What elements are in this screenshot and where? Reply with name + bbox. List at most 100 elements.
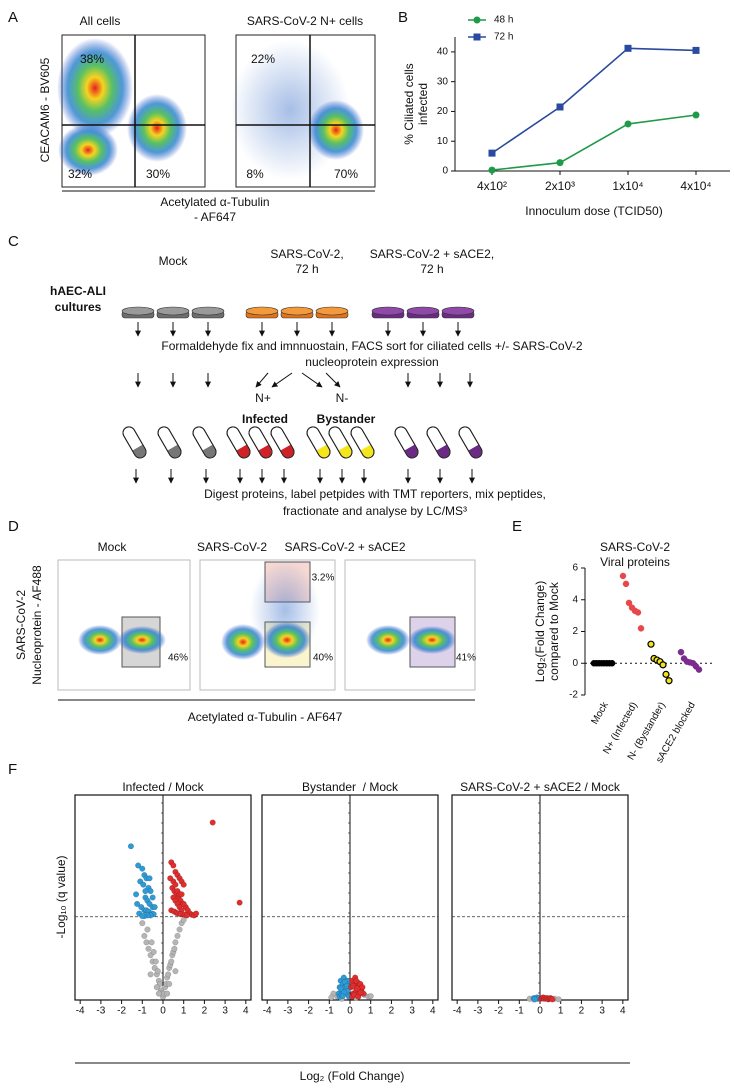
point — [236, 899, 243, 906]
dish-top — [371, 306, 405, 316]
point — [147, 971, 154, 978]
y-tick-label: 10 — [437, 136, 449, 147]
tube — [270, 426, 295, 459]
dish-top — [245, 306, 279, 316]
point — [647, 640, 655, 648]
tube-liquid — [167, 444, 181, 458]
schematic: Mock SARS-CoV-2, 72 h SARS-CoV-2 + sACE2… — [50, 247, 583, 518]
x-tick-label: -1 — [138, 1006, 147, 1017]
quadrant-label: 70% — [334, 167, 358, 181]
flow-panel-a: All cells SARS-CoV-2 N+ cells 38% 32% 30… — [38, 14, 376, 224]
point — [139, 920, 146, 927]
arrow — [325, 372, 341, 388]
tube-liquid — [436, 444, 450, 458]
y-axis-label: compared to Mock — [547, 581, 561, 681]
x-tick-label: 2 — [579, 1006, 585, 1017]
x-tick-label: -2 — [494, 1006, 503, 1017]
legend-label: 72 h — [494, 32, 513, 43]
population-label: Bystander — [317, 412, 376, 426]
point — [172, 939, 179, 946]
dish-top — [315, 306, 349, 316]
panel-label: C — [8, 233, 19, 250]
axis-label: Acetylated α-Tubulin - AF647 — [188, 710, 343, 724]
panel-label: E — [512, 518, 522, 535]
point — [174, 932, 181, 939]
culture-label: cultures — [55, 300, 102, 314]
axis-label: -Log₁₀ (q value) — [54, 855, 68, 938]
tube — [426, 426, 451, 459]
x-tick-label: -1 — [325, 1006, 334, 1017]
series-line — [491, 47, 697, 154]
point — [209, 819, 216, 826]
x-tick-label: Mock — [589, 699, 611, 726]
point — [150, 948, 157, 956]
arrow — [271, 372, 293, 388]
point — [134, 900, 141, 907]
tube — [394, 426, 419, 459]
density — [127, 94, 187, 162]
dish-top — [156, 306, 190, 316]
tube-liquid — [280, 444, 294, 458]
x-tick-label: -2 — [117, 1006, 126, 1017]
panel-label: F — [8, 761, 17, 778]
point — [659, 661, 667, 669]
flow-panel-d: Mock SARS-CoV-2 SARS-CoV-2 + sACE2 46% 3… — [14, 540, 476, 724]
y-tick-label: 40 — [437, 47, 449, 58]
point — [556, 103, 564, 111]
point — [555, 996, 562, 1003]
point — [148, 939, 155, 946]
point — [180, 900, 187, 907]
group-label: 72 h — [420, 262, 443, 276]
x-tick-label: -4 — [263, 1006, 272, 1017]
point — [176, 926, 183, 933]
x-tick-label: 2 — [202, 1006, 208, 1017]
point — [152, 958, 159, 965]
point — [619, 572, 627, 580]
legend-marker — [473, 33, 481, 41]
tube — [226, 426, 251, 459]
quadrant-label: 8% — [246, 167, 264, 181]
gate-label: 40% — [313, 653, 333, 664]
point — [665, 677, 673, 685]
point — [367, 993, 374, 1000]
axis-label: SARS-CoV-2 — [14, 590, 28, 660]
point — [488, 166, 496, 174]
x-tick-label: 1 — [181, 1006, 187, 1017]
point — [625, 599, 633, 607]
point — [183, 912, 190, 919]
x-axis-label: Innoculum dose (TCID50) — [525, 204, 662, 218]
point — [145, 945, 152, 952]
dish-top — [441, 306, 475, 316]
dish-top — [121, 306, 155, 316]
x-tick-label: 2 — [389, 1006, 395, 1017]
dish-top — [406, 306, 440, 316]
tube — [248, 426, 273, 459]
point — [357, 989, 364, 996]
gate-label: 41% — [456, 653, 476, 664]
point — [141, 932, 148, 939]
tube-outline — [248, 426, 273, 459]
point — [154, 968, 161, 975]
tube-liquid — [132, 444, 146, 458]
tube-liquid — [360, 444, 374, 458]
point — [172, 968, 179, 975]
tube — [458, 426, 483, 459]
dish-top — [191, 306, 225, 316]
point — [531, 996, 538, 1003]
axis-label: Acetylated α-Tubulin — [160, 195, 269, 209]
tube-outline — [426, 426, 451, 459]
tube-outline — [328, 426, 353, 459]
axis-label: Nucleoprotein - AF488 — [30, 565, 44, 685]
x-tick-label: 4x10² — [477, 179, 507, 193]
point — [624, 44, 632, 52]
y-tick-label: 4 — [572, 594, 578, 605]
point — [171, 945, 178, 952]
x-tick-label: 4 — [430, 1006, 436, 1017]
x-tick-label: -3 — [283, 1006, 292, 1017]
point — [178, 891, 185, 898]
panel-label: A — [8, 9, 18, 26]
density — [366, 625, 410, 655]
plot-title: SARS-CoV-2 N+ cells — [247, 14, 363, 28]
tube-liquid — [258, 444, 272, 458]
